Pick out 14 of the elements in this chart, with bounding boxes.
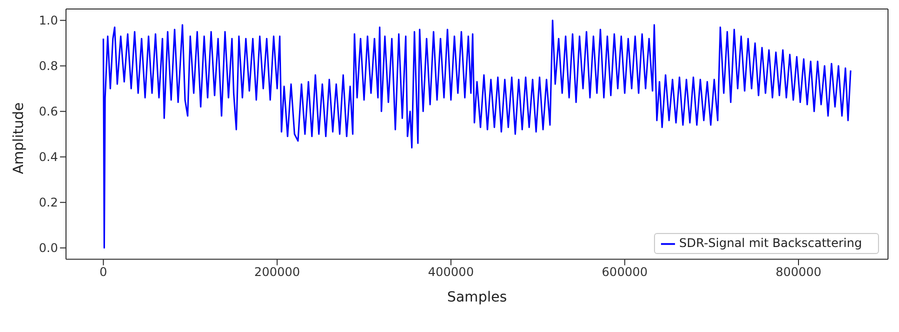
y-tick-label: 0.8 [38, 59, 58, 74]
y-tick-label: 0.6 [38, 104, 58, 119]
y-tick-label: 0.4 [38, 150, 58, 164]
legend-label: SDR-Signal mit Backscattering [679, 236, 862, 250]
y-tick-label: 0.2 [38, 196, 58, 210]
x-tick-label: 200000 [254, 264, 300, 279]
x-tick-label: 600000 [602, 264, 648, 279]
x-axis-title: Samples [447, 289, 507, 306]
y-axis-title: Amplitude [10, 102, 27, 174]
y-tick-label: 1.0 [38, 14, 58, 28]
x-tick-label: 0 [100, 264, 108, 279]
x-tick-label: 800000 [776, 264, 822, 279]
y-tick-label: 0.0 [38, 241, 58, 256]
x-tick-label: 400000 [428, 264, 474, 279]
